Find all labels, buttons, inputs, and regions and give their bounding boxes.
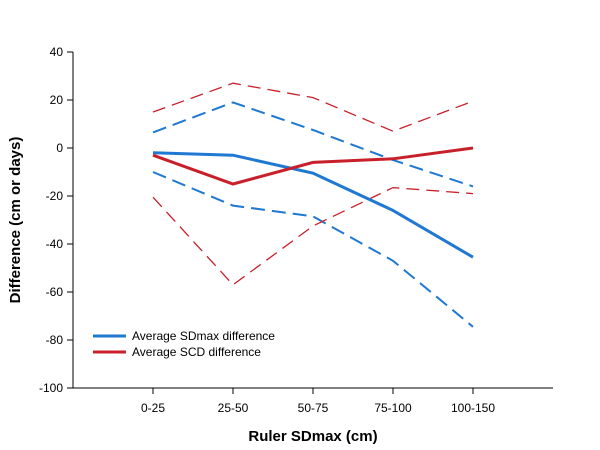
legend-item-scd: Average SCD difference [93, 345, 261, 359]
x-tick-label: 100-150 [451, 401, 495, 415]
y-axis-title: Difference (cm or days) [7, 137, 24, 304]
y-ticks: -100 -80 -60 -40 -20 0 20 40 [39, 45, 73, 395]
y-tick-label: 40 [50, 45, 64, 59]
series-line-5-lower-bound [152, 186, 474, 286]
y-tick-label: -20 [46, 189, 64, 203]
y-tick-label: -60 [46, 285, 64, 299]
legend: Average SDmax difference Average SCD dif… [93, 329, 275, 359]
legend-label-sdmax: Average SDmax difference [132, 329, 275, 343]
series-line-0-mean [152, 151, 474, 259]
series-line-1-mean [152, 146, 474, 186]
legend-item-sdmax: Average SDmax difference [93, 329, 275, 343]
series-line-4-upper-bound [152, 82, 474, 132]
y-tick-label: 0 [56, 141, 63, 155]
x-tick-label: 25-50 [218, 401, 249, 415]
x-tick-label: 50-75 [298, 401, 329, 415]
y-tick-label: -40 [46, 237, 64, 251]
series-line-2-upper-bound [152, 101, 474, 188]
legend-label-scd: Average SCD difference [132, 345, 261, 359]
x-tick-label: 75-100 [374, 401, 412, 415]
series-layer [152, 82, 474, 328]
y-tick-label: -80 [46, 333, 64, 347]
y-tick-label: -100 [39, 381, 63, 395]
x-ticks: 0-25 25-50 50-75 75-100 100-150 [141, 388, 495, 415]
y-tick-label: 20 [50, 93, 64, 107]
x-tick-label: 0-25 [141, 401, 165, 415]
x-axis-title: Ruler SDmax (cm) [248, 428, 377, 445]
